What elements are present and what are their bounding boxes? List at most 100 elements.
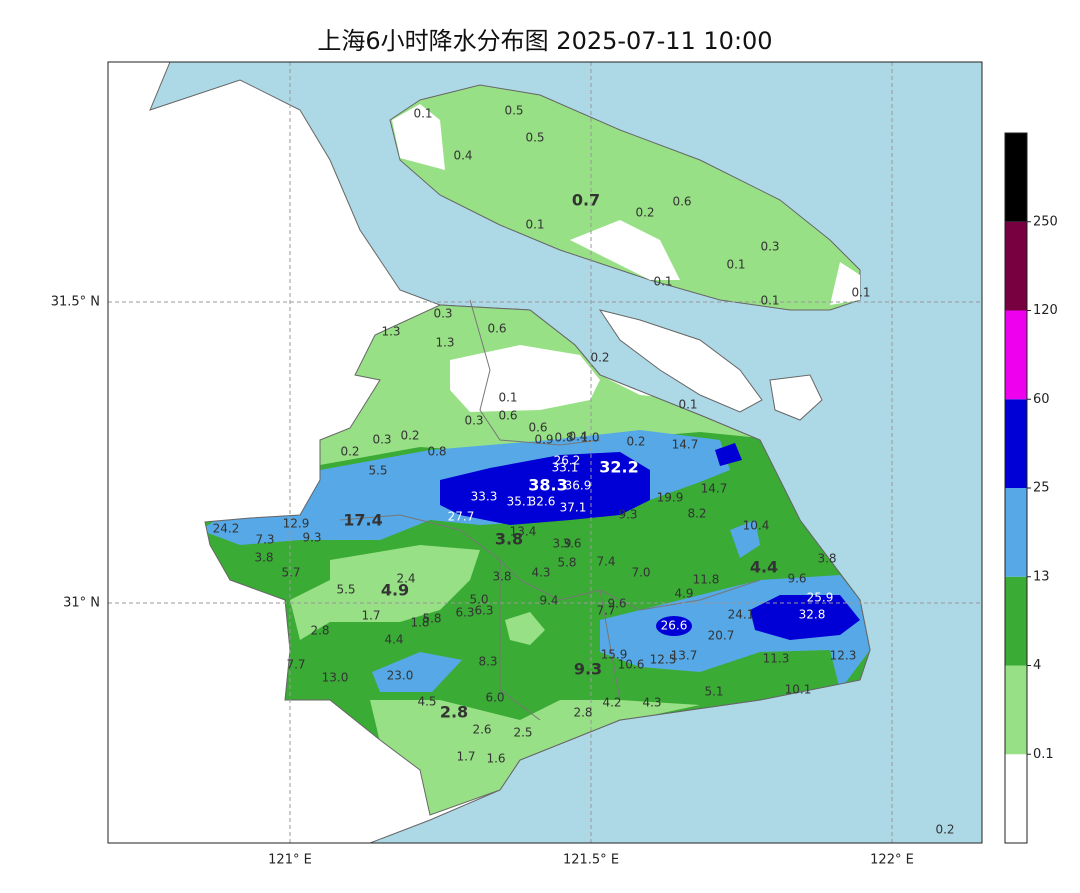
- station-value: 2.4: [396, 572, 415, 586]
- graticule: [108, 62, 982, 843]
- station-value: 1.6: [486, 752, 505, 766]
- station-value: 0.2: [340, 445, 359, 459]
- station-value: 15.9: [601, 648, 628, 662]
- station-value: 0.1: [653, 275, 672, 289]
- station-value: 0.5: [504, 104, 523, 118]
- station-value: 1.7: [361, 609, 380, 623]
- station-value: 8.3: [478, 655, 497, 669]
- station-value: 24.1: [728, 608, 755, 622]
- station-value: 25.9: [807, 591, 834, 605]
- station-value: 14.7: [701, 482, 728, 496]
- station-value: 0.2: [635, 206, 654, 220]
- station-value: 13.4: [510, 525, 537, 539]
- station-value: 26.6: [661, 619, 688, 633]
- y-axis-label: 31° N: [63, 596, 100, 611]
- station-value: 4.3: [642, 696, 661, 710]
- station-value: 6.3: [455, 606, 474, 620]
- station-value: 0.5: [525, 131, 544, 145]
- station-value: 0.4: [568, 430, 587, 444]
- station-value: 7.3: [255, 533, 274, 547]
- station-value: 8.2: [687, 507, 706, 521]
- station-value: 0.6: [487, 322, 506, 336]
- station-value: 9.3: [574, 660, 602, 679]
- station-value: 0.2: [590, 351, 609, 365]
- colorbar-segment: [1005, 488, 1027, 577]
- station-value: 0.1: [498, 391, 517, 405]
- station-value: 5.8: [422, 612, 441, 626]
- station-value: 0.8: [554, 431, 573, 445]
- station-value: 11.3: [763, 652, 790, 666]
- station-value: 1.8: [410, 616, 429, 630]
- station-value: 0.3: [464, 414, 483, 428]
- station-value: 35.1: [507, 495, 534, 509]
- station-value: 7.7: [596, 604, 615, 618]
- y-axis-label: 31.5° N: [51, 295, 100, 310]
- station-value: 14.7: [672, 438, 699, 452]
- colorbar-segment: [1005, 576, 1027, 666]
- station-value: 12.9: [283, 517, 310, 531]
- station-value: 3.8: [817, 552, 836, 566]
- plot-frame: [107, 61, 983, 844]
- station-value: 32.2: [599, 458, 638, 477]
- station-value: 4.4: [384, 633, 403, 647]
- station-value: 2.8: [310, 624, 329, 638]
- colorbar-segment: [1005, 754, 1027, 843]
- station-value: 0.3: [433, 307, 452, 321]
- station-value: 0.1: [525, 218, 544, 232]
- station-value: 1.7: [456, 750, 475, 764]
- colorbar-label: 60: [1033, 392, 1050, 407]
- station-value: 4.9: [674, 587, 693, 601]
- station-value: 3.8: [254, 551, 273, 565]
- station-value: 13.0: [322, 671, 349, 685]
- station-value: 10.4: [743, 519, 770, 533]
- station-value: 4.3: [531, 566, 550, 580]
- station-value: 2.5: [513, 726, 532, 740]
- station-value: 5.1: [704, 685, 723, 699]
- station-value: 12.5: [650, 653, 677, 667]
- station-value: 0.9: [534, 433, 553, 447]
- station-value: 4.2: [602, 696, 621, 710]
- station-value: 3.9: [552, 537, 571, 551]
- station-value: 10.1: [785, 683, 812, 697]
- station-value: 7.4: [596, 555, 615, 569]
- x-axis-label: 121° E: [268, 853, 312, 868]
- station-value: 0.1: [413, 107, 432, 121]
- station-value: 23.0: [387, 669, 414, 683]
- station-value: 9.3: [618, 508, 637, 522]
- colorbar-label: 13: [1033, 569, 1050, 584]
- station-value: 5.8: [557, 556, 576, 570]
- station-value: 0.6: [528, 421, 547, 435]
- colorbar-label: 25: [1033, 481, 1050, 496]
- station-labels: 0.1 0.50.5 0.4 0.7 0.2 0.6 0.1 0.3 0.1 0.1 0.1 0.1 0…: [213, 104, 955, 837]
- station-value: 0.2: [935, 823, 954, 837]
- colorbar-segment: [1005, 665, 1027, 755]
- station-value: 5.5: [368, 464, 387, 478]
- station-value: 9.6: [787, 572, 806, 586]
- station-value: 0.2: [400, 429, 419, 443]
- station-value: 0.1: [726, 258, 745, 272]
- colorbar-segment: [1005, 310, 1027, 400]
- station-value: 37.1: [560, 501, 587, 515]
- station-value: 2.8: [573, 706, 592, 720]
- station-value: 36.9: [565, 479, 592, 493]
- station-value: 0.4: [453, 149, 472, 163]
- station-value: 4.4: [750, 558, 778, 577]
- station-value: 1.0: [580, 431, 599, 445]
- station-value: 9.4: [539, 594, 558, 608]
- station-value: 0.6: [498, 409, 517, 423]
- station-value: 0.8: [427, 445, 446, 459]
- changxing-island: [598, 309, 763, 413]
- station-value: 38.3: [528, 476, 567, 495]
- station-value: 4.5: [417, 695, 436, 709]
- station-value: 26.2: [554, 454, 581, 468]
- x-axis-label: 122° E: [870, 853, 914, 868]
- station-value: 2.6: [472, 723, 491, 737]
- colorbar-segment: [1005, 221, 1027, 311]
- colorbar-segment: [1005, 133, 1027, 222]
- station-value: 27.7: [448, 510, 475, 524]
- station-value: 3.8: [495, 530, 523, 549]
- colorbar-segment: [1005, 399, 1027, 488]
- station-value: 10.6: [618, 658, 645, 672]
- station-value: 5.7: [281, 566, 300, 580]
